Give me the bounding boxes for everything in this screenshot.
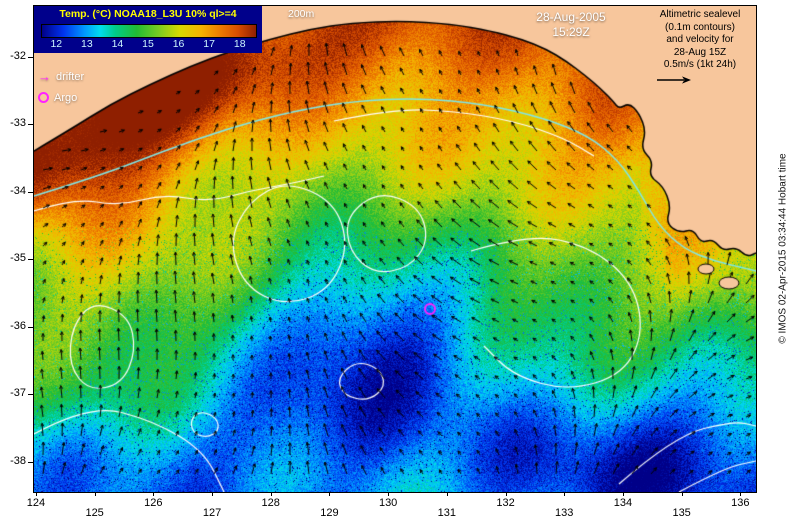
info-line-4: 28-Aug 15Z — [673, 46, 727, 58]
copyright-text: © IMOS 02-Apr-2015 03:34:44 Hobart time — [777, 153, 789, 344]
info-line-2: (0.1m contours) — [664, 21, 736, 33]
timestamp-date: 28-Aug-2005 — [536, 10, 606, 24]
lon-tick-label: 124 — [26, 497, 46, 509]
velocity-scale-arrow-wrap — [646, 72, 754, 90]
lon-tick-label: 131 — [437, 507, 457, 519]
altimetry-info-panel: Altimetric sealevel (0.1m contours) and … — [646, 9, 754, 89]
colorbar-tick-label: 13 — [81, 38, 93, 50]
lon-tick-mark — [153, 492, 155, 496]
colorbar-tick-label: 14 — [111, 38, 124, 50]
lat-tick-mark — [28, 326, 33, 328]
sst-map-canvas — [34, 6, 756, 492]
colorbar-gradient — [41, 24, 257, 38]
lon-tick-label: 128 — [261, 497, 280, 509]
lon-tick-label: 125 — [85, 507, 104, 519]
drifter-arrow-icon: → — [38, 68, 51, 84]
lon-tick-label: 133 — [555, 507, 574, 519]
lon-tick-label: 134 — [613, 497, 633, 509]
lon-tick-mark — [681, 492, 683, 496]
lat-tick-mark — [28, 394, 33, 396]
argo-label: Argo — [54, 91, 78, 104]
lat-tick-mark — [28, 191, 33, 193]
velocity-scale-arrow-icon — [657, 75, 691, 84]
isobath-200m-label: 200m — [288, 8, 315, 20]
timestamp: 28-Aug-2005 15:29Z — [516, 10, 626, 40]
lon-tick-label: 127 — [202, 507, 222, 519]
lon-tick-mark — [94, 492, 96, 496]
lat-tick-label: -36 — [10, 319, 26, 332]
info-line-3: and velocity for — [666, 34, 734, 45]
lon-tick-mark — [388, 492, 390, 496]
longitude-axis: 124 125 126 127 128 129 130 131 132 133 134 135 136 — [27, 492, 755, 519]
lat-tick-label: -37 — [10, 387, 26, 400]
colorbar-tick-labels: 12 13 14 15 16 17 18 — [41, 37, 255, 51]
lon-tick-label: 130 — [378, 497, 398, 509]
lon-tick-label: 132 — [496, 497, 515, 509]
map-frame: Temp. (°C) NOAA18_L3U 10% ql>=4 12 13 14 15… — [33, 5, 757, 493]
lat-tick-mark — [28, 124, 33, 126]
colorbar-panel: Temp. (°C) NOAA18_L3U 10% ql>=4 12 13 14 15… — [34, 6, 262, 53]
colorbar-title: Temp. (°C) NOAA18_L3U 10% ql>=4 — [59, 8, 237, 20]
argo-circle-icon — [38, 92, 49, 103]
lon-tick-label: 136 — [731, 497, 750, 509]
lon-tick-mark — [505, 492, 507, 496]
info-line-1: Altimetric sealevel — [659, 9, 741, 20]
lat-tick-label: -34 — [10, 184, 26, 197]
lon-tick-label: 126 — [144, 497, 163, 509]
lon-tick-mark — [740, 492, 742, 496]
timestamp-time: 15:29Z — [552, 25, 590, 39]
colorbar-tick-label: 12 — [50, 38, 63, 50]
lon-tick-mark — [212, 492, 214, 496]
drifter-label: drifter — [56, 70, 85, 83]
colorbar-tick-label: 15 — [142, 38, 154, 50]
lon-tick-mark — [35, 492, 37, 496]
lon-tick-mark — [622, 492, 624, 496]
lat-tick-mark — [28, 56, 33, 58]
colorbar-tick-label: 16 — [172, 38, 185, 50]
legend-drifter-row: → drifter — [38, 66, 84, 87]
legend-argo-row: Argo — [38, 87, 84, 108]
lat-tick-label: -38 — [10, 454, 26, 467]
lat-tick-label: -32 — [10, 49, 26, 62]
colorbar-tick-label: 18 — [233, 38, 246, 50]
lon-tick-mark — [270, 492, 272, 496]
lat-tick-mark — [28, 461, 33, 463]
lat-tick-label: -33 — [10, 117, 26, 130]
lon-tick-label: 129 — [320, 507, 339, 519]
latitude-axis: -32 -33 -34 -35 -36 -37 -38 — [0, 5, 33, 491]
lon-tick-mark — [329, 492, 331, 496]
lon-tick-mark — [446, 492, 448, 496]
lon-tick-label: 135 — [672, 507, 691, 519]
lat-tick-mark — [28, 259, 33, 261]
info-line-5: 0.5m/s (1kt 24h) — [663, 59, 737, 70]
lat-tick-label: -35 — [10, 252, 26, 265]
map-legend: → drifter Argo — [38, 66, 84, 108]
lon-tick-mark — [564, 492, 566, 496]
colorbar-tick-label: 17 — [203, 38, 215, 50]
